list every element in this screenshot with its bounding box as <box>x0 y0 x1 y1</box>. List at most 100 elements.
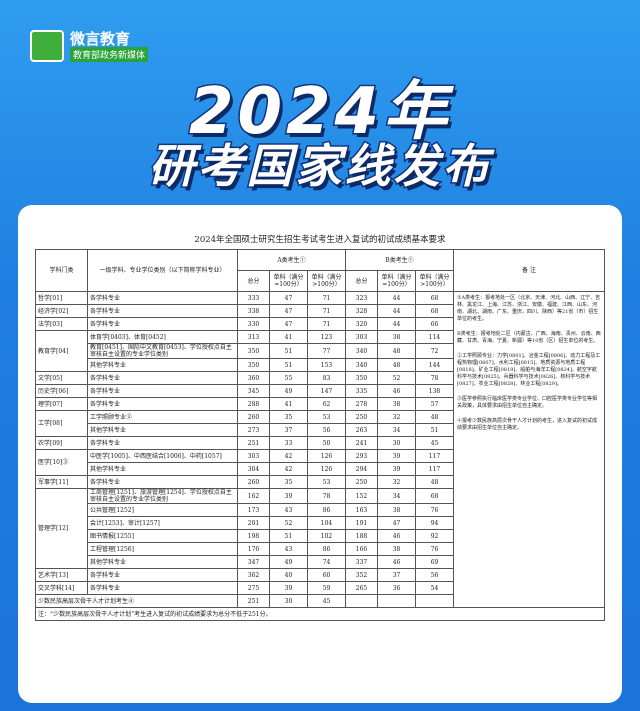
remark: ①A类考生：报考地处一区（北京、天津、河北、山西、辽宁、吉林、黑龙江、上海、江苏… <box>457 295 601 322</box>
score-cell: 76 <box>415 503 455 517</box>
subject-cell: 各学科专业 <box>87 317 238 331</box>
subject-cell: 教育[0451]、国际中文教育[0453]、学位授权点自主审核自主设置的专业学位… <box>87 343 238 359</box>
remark: ③医学参照执行临床医学类专业学位、口腔医学类专业学位等相关政策，具体要求由招生单… <box>457 396 598 409</box>
data-row: 教育学[04] 体育学[0403]、体育[0452] 313 41 123 303 38 11… <box>35 330 605 372</box>
header-cell: 单科（满分>100分） <box>415 270 455 292</box>
score-cell: 69 <box>415 555 455 569</box>
subject-cell: 各学科专业 <box>87 291 238 305</box>
discipline-cell: 理学[07] <box>35 397 88 411</box>
score-cell: 335 <box>345 384 379 398</box>
score-cell: 32 <box>377 410 417 424</box>
score-cell: 163 <box>345 503 379 517</box>
data-row: 其他学科专业 273 37 56 263 34 51 <box>36 423 605 437</box>
logo-sub: 教育部政务新媒体 <box>70 46 149 62</box>
score-cell: 37 <box>269 423 308 437</box>
score-cell: 43 <box>269 503 308 517</box>
score-cell: 52 <box>269 516 308 530</box>
score-cell: 288 <box>237 397 270 411</box>
score-cell: 57 <box>415 397 455 411</box>
header-cell: 备 注 <box>453 249 605 292</box>
score-cell: 303 <box>345 330 379 344</box>
header-cell: 单科（满分=100分） <box>269 270 308 292</box>
score-cell: 86 <box>306 542 347 556</box>
score-cell: 51 <box>269 358 308 372</box>
discipline-cell: 教育学[04] <box>35 330 88 372</box>
subject-cell: 各学科专业 <box>87 568 238 582</box>
score-cell: 350 <box>237 358 270 372</box>
header-cell: 学科门类 <box>35 249 88 292</box>
score-cell: 46 <box>377 555 417 569</box>
data-row: 法学[03] 各学科专业 330 47 71 320 44 66 <box>35 317 605 331</box>
score-cell: 37 <box>377 568 417 582</box>
score-cell: 92 <box>415 529 455 543</box>
discipline-cell: 交叉学科[14] <box>35 581 88 595</box>
score-cell: 39 <box>269 581 308 595</box>
score-cell: 48 <box>377 358 417 372</box>
score-cell: 313 <box>237 330 270 344</box>
score-cell: 152 <box>345 488 379 504</box>
header-cell: 单科（满分=100分） <box>377 270 417 292</box>
score-cell: 260 <box>237 475 270 489</box>
subject-cell: 公共管理[1252] <box>87 503 238 517</box>
score-cell: 30 <box>377 436 417 450</box>
discipline-cell: 文学[05] <box>35 371 88 385</box>
score-cell: 38 <box>377 330 417 344</box>
score-cell: 33 <box>269 436 308 450</box>
score-cell: 104 <box>306 516 347 530</box>
score-cell: 304 <box>237 462 270 476</box>
subject-cell: 各学科专业 <box>87 475 238 489</box>
subject-cell: 体育学[0403]、体育[0452] <box>87 330 238 344</box>
discipline-cell: 艺术学[13] <box>35 568 88 582</box>
score-cell: 41 <box>269 397 308 411</box>
score-cell: 48 <box>377 343 417 359</box>
subject-cell: 各学科专业 <box>87 397 238 411</box>
score-cell: 360 <box>237 371 270 385</box>
score-cell: 36 <box>377 581 417 595</box>
empty-cell <box>345 594 379 608</box>
score-cell: 35 <box>269 410 308 424</box>
title-year: 2024年 <box>187 74 452 151</box>
header-cell: 总分 <box>237 270 270 292</box>
score-cell: 77 <box>306 343 347 359</box>
score-cell: 333 <box>237 291 270 305</box>
subject-cell: 各学科专业 <box>87 581 238 595</box>
score-cell: 251 <box>237 436 270 450</box>
remark: ②工学照顾专业：力学[0801]、冶金工程[0806]、动力工程及工程热物理[0… <box>457 353 601 387</box>
logo-name: 微言教育 <box>70 29 131 48</box>
score-cell: 44 <box>377 317 417 331</box>
score-cell: 83 <box>306 371 347 385</box>
score-cell: 250 <box>345 410 379 424</box>
score-cell: 47 <box>269 317 308 331</box>
header-row: 总分 单科（满分=100分） 单科（满分>100分） 总分 单科（满分=100分） 单科（… <box>36 270 605 292</box>
score-cell: 45 <box>306 594 347 608</box>
score-cell: 59 <box>306 581 347 595</box>
score-cell: 49 <box>269 384 308 398</box>
score-cell: 352 <box>345 568 379 582</box>
score-cell: 340 <box>345 343 379 359</box>
discipline-cell: 经济学[02] <box>35 304 88 318</box>
header-cell: 单科（满分>100分） <box>306 270 347 292</box>
remark: ④报考少数民族高层次骨干人才计划的考生，进入复试的初试成绩要求由招生单位自主确定… <box>457 418 598 431</box>
data-row: 农学[09] 各学科专业 251 33 50 241 30 45 <box>35 436 605 450</box>
special-label: 少数民族高层次骨干人才计划考生④ <box>35 594 238 608</box>
subject-cell: 各学科专业 <box>87 371 238 385</box>
score-cell: 347 <box>237 555 270 569</box>
data-row: 理学[07] 各学科专业 288 41 62 278 38 57 <box>35 397 605 411</box>
score-cell: 34 <box>377 488 417 504</box>
score-cell: 78 <box>306 488 347 504</box>
score-cell: 126 <box>306 462 347 476</box>
score-cell: 126 <box>306 449 347 463</box>
score-cell: 138 <box>415 384 455 398</box>
header-row: 学科门类 一级学科、专业学位类别（以下简称学科专业） A类考生① B类考生① 备 注 <box>35 249 605 292</box>
data-row: 哲学[01] 各学科专业 333 47 71 323 44 68 ①A类考生：报考地处一区（北京… <box>35 291 605 608</box>
score-cell: 50 <box>306 436 347 450</box>
header-cell: 总分 <box>345 270 379 292</box>
subject-cell: 其他学科专业 <box>87 462 238 476</box>
score-cell: 191 <box>345 516 379 530</box>
score-cell: 273 <box>237 423 270 437</box>
subject-cell: 各学科专业 <box>87 384 238 398</box>
score-cell: 250 <box>345 475 379 489</box>
score-cell: 201 <box>237 516 270 530</box>
score-cell: 162 <box>237 488 270 504</box>
